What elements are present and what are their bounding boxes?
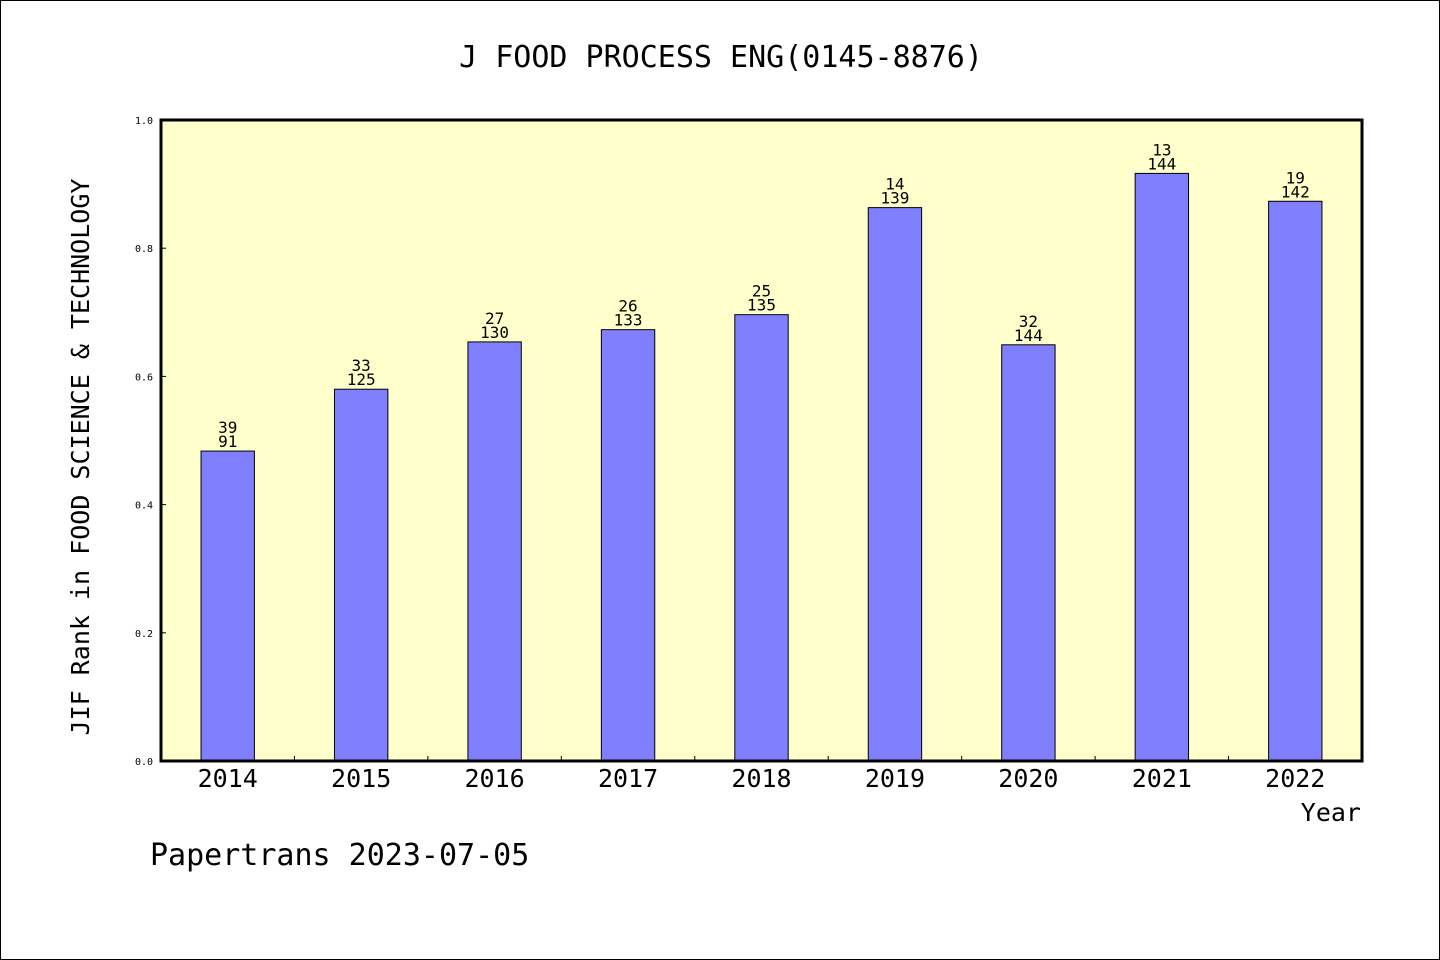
bar-2022 <box>1268 200 1323 762</box>
y-tick-label: 0.6 <box>135 372 153 383</box>
bar-total-label: 144 <box>1014 326 1043 345</box>
bar-2014 <box>200 450 255 762</box>
bar-total-label: 142 <box>1281 182 1310 201</box>
x-tick-label: 2016 <box>465 764 525 793</box>
bar-total-label: 144 <box>1147 154 1176 173</box>
labels-layer: 3991331252713026133251351413932144131441… <box>218 140 1310 451</box>
bar-total-label: 125 <box>347 370 376 389</box>
footer-source: Papertrans 2023-07-05 <box>150 838 529 873</box>
bar-2016 <box>467 341 522 762</box>
bar-total-label: 130 <box>480 323 509 342</box>
bar-2018 <box>734 314 789 762</box>
bar-2015 <box>333 388 389 762</box>
bars-layer <box>200 172 1323 762</box>
bar-rank-label: 39 <box>218 418 237 437</box>
bar-rank-label: 25 <box>752 282 771 301</box>
chart-title: J FOOD PROCESS ENG(0145-8876) <box>459 40 983 75</box>
x-tick-label: 2019 <box>865 764 925 793</box>
x-tick-label: 2022 <box>1265 764 1325 793</box>
y-tick-label: 0.8 <box>135 244 153 255</box>
bar-rank-label: 19 <box>1286 168 1305 187</box>
bar-rank-label: 27 <box>485 309 504 328</box>
y-tick-label: 1.0 <box>135 116 153 127</box>
x-axis: 2014 2015 2016 2017 2018 2019 2020 2021 2022 <box>198 756 1325 793</box>
x-axis-label: Year <box>1301 798 1361 827</box>
bar-total-label: 135 <box>747 296 776 315</box>
bar-2019 <box>867 207 923 762</box>
bar-total-label: 91 <box>218 432 237 451</box>
bar-total-label: 139 <box>880 189 909 208</box>
bar-2017 <box>600 329 656 762</box>
y-axis-label: JIF Rank in FOOD SCIENCE & TECHNOLOGY <box>66 179 95 736</box>
bar-2021 <box>1134 172 1190 762</box>
x-tick-label: 2014 <box>198 764 258 793</box>
x-tick-label: 2017 <box>598 764 658 793</box>
bar-rank-label: 13 <box>1152 140 1171 159</box>
x-tick-label: 2018 <box>731 764 791 793</box>
y-tick-label: 0.4 <box>135 501 153 512</box>
plot-frame <box>159 118 1364 763</box>
bar-rank-label: 32 <box>1019 312 1038 331</box>
x-tick-label: 2021 <box>1132 764 1192 793</box>
x-tick-label: 2020 <box>998 764 1058 793</box>
bar-rank-label: 14 <box>885 175 904 194</box>
bar-2020 <box>1001 344 1056 762</box>
bar-rank-label: 26 <box>618 297 637 316</box>
y-tick-label: 0.2 <box>135 629 153 640</box>
bar-rank-label: 33 <box>352 356 371 375</box>
bar-total-label: 133 <box>614 311 643 330</box>
y-tick-label: 0.0 <box>135 757 153 768</box>
y-axis: 0.0 0.2 0.4 0.6 0.8 1.0 <box>135 116 166 768</box>
x-tick-label: 2015 <box>331 764 391 793</box>
